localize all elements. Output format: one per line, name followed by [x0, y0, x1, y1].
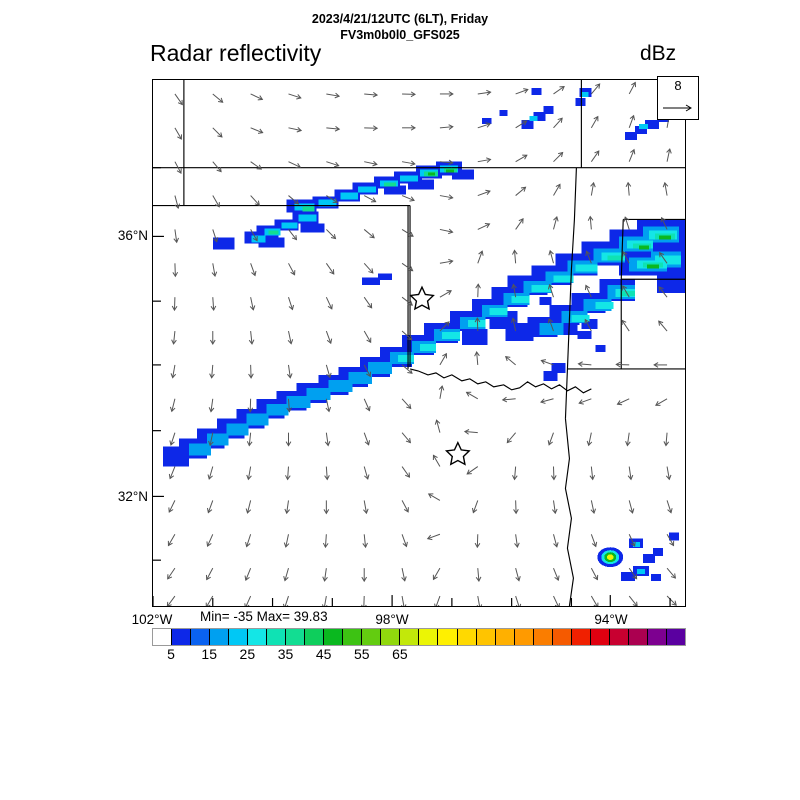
- colorbar-segment-7: [286, 629, 306, 645]
- colorbar-segment-25: [628, 629, 648, 645]
- colorbar-segment-26: [647, 629, 667, 645]
- colorbar-segment-2: [191, 629, 211, 645]
- arrow-right-icon: [663, 104, 692, 112]
- colorbar-segment-1: [172, 629, 192, 645]
- station-star-south: [444, 440, 471, 466]
- colorbar-tick-45: 45: [315, 646, 332, 662]
- colorbar-segment-27: [666, 629, 685, 645]
- colorbar-segment-20: [533, 629, 553, 645]
- colorbar-tick-35: 35: [277, 646, 294, 662]
- colorbar-tick-5: 5: [167, 646, 175, 662]
- colorbar-segment-9: [324, 629, 344, 645]
- colorbar-segment-5: [248, 629, 268, 645]
- station-markers: [409, 285, 471, 466]
- colorbar-segment-6: [267, 629, 287, 645]
- reflectivity-field: [162, 87, 685, 582]
- station-star-north: [409, 285, 435, 311]
- colorbar-segment-14: [419, 629, 439, 645]
- mcs-green-cells: [639, 235, 672, 269]
- state-boundaries: [153, 80, 685, 606]
- colorbar-tick-15: 15: [201, 646, 217, 662]
- colorbar-tick-65: 65: [392, 646, 408, 662]
- colorbar-segment-13: [400, 629, 420, 645]
- reference-vector-value: 8: [674, 78, 682, 93]
- colorbar-segment-3: [210, 629, 230, 645]
- colorbar-segment-17: [476, 629, 496, 645]
- ytick-label-36n: 36°N: [117, 228, 148, 243]
- colorbar-segment-0: [153, 629, 173, 645]
- xtick-label-98w: 98°W: [375, 612, 409, 627]
- map-svg: [153, 80, 685, 606]
- page-title: Radar reflectivity: [150, 40, 322, 66]
- colorbar-tick-labels: 5 15 25 35 45 55 65: [152, 646, 686, 666]
- isolated-cell-southeast: [597, 547, 624, 568]
- colorbar[interactable]: [152, 628, 686, 646]
- reference-vector-box: 8: [657, 76, 699, 120]
- colorbar-segment-8: [305, 629, 325, 645]
- colorbar-segment-19: [514, 629, 534, 645]
- colorbar-segment-15: [438, 629, 458, 645]
- xtick-label-94w: 94°W: [594, 612, 628, 627]
- xtick-label-102w: 102°W: [131, 612, 173, 627]
- colorbar-segment-10: [343, 629, 363, 645]
- colorbar-segment-4: [229, 629, 249, 645]
- title-date: 2023/4/21/12UTC (6LT), Friday: [311, 12, 489, 26]
- colorbar-segment-24: [609, 629, 629, 645]
- minmax-stats: Min= -35 Max= 39.83: [200, 609, 328, 624]
- title-model: FV3m0b0l0_GFS025: [340, 28, 460, 42]
- colorbar-segment-18: [495, 629, 515, 645]
- colorbar-segment-23: [590, 629, 610, 645]
- colorbar-segment-16: [457, 629, 477, 645]
- colorbar-tick-55: 55: [353, 646, 370, 662]
- colorbar-tick-25: 25: [239, 646, 256, 662]
- map-plot-area[interactable]: [152, 79, 686, 607]
- axis-ticks: [153, 167, 671, 606]
- colorbar-segment-22: [571, 629, 591, 645]
- colorbar-segment-11: [362, 629, 382, 645]
- colorbar-segment-21: [552, 629, 572, 645]
- colorbar-segment-12: [381, 629, 401, 645]
- ytick-label-32n: 32°N: [117, 489, 148, 504]
- units-label: dBz: [640, 42, 677, 65]
